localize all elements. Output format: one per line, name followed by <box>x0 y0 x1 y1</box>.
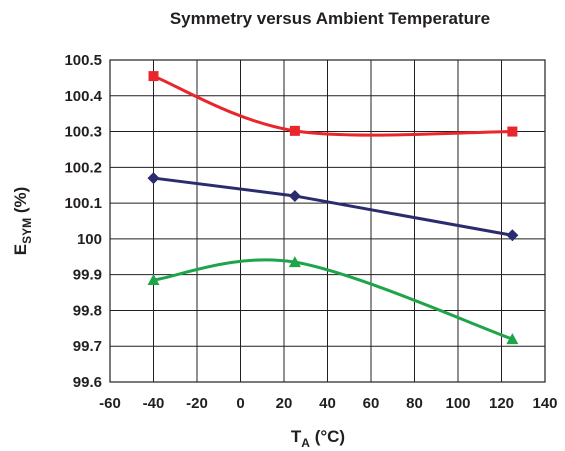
y-tick-label: 100 <box>77 231 102 248</box>
y-axis-label-rest: (%) <box>11 187 30 218</box>
series-line-1 <box>153 176 513 237</box>
data-point-square <box>148 71 159 82</box>
data-point-square <box>289 125 300 136</box>
x-tick-label: -60 <box>99 395 121 412</box>
data-point-triangle <box>147 274 160 286</box>
y-axis-label: ESYM (%) <box>11 187 34 256</box>
x-tick-label: 120 <box>489 395 514 412</box>
y-axis-label-sub: SYM <box>20 218 34 244</box>
series-layer <box>147 71 519 345</box>
y-ticks: 100.5 100.4 100.3 100.2 100.1 100 99.9 99.8 99.7… <box>64 52 102 391</box>
data-point-diamond <box>147 172 160 185</box>
y-tick-label: 100.3 <box>64 124 102 141</box>
y-tick-label: 100.4 <box>64 88 102 105</box>
y-tick-label: 99.6 <box>73 374 102 391</box>
x-tick-label: 60 <box>363 395 380 412</box>
y-tick-label: 99.9 <box>73 267 102 284</box>
y-tick-label: 100.2 <box>64 159 102 176</box>
grid <box>109 59 546 383</box>
x-tick-label: 100 <box>445 395 470 412</box>
x-axis-label-rest: (°C) <box>310 427 345 446</box>
y-axis-label-main: E <box>11 244 30 255</box>
x-tick-label: 140 <box>532 395 557 412</box>
x-tick-label: 20 <box>276 395 293 412</box>
data-point-diamond <box>288 189 301 202</box>
x-ticks: -60 -40 -20 0 20 40 60 80 100 120 140 <box>99 395 557 412</box>
data-point-triangle <box>506 333 519 345</box>
x-tick-label: 0 <box>236 395 244 412</box>
y-tick-label: 99.7 <box>73 338 102 355</box>
x-axis-label-main: T <box>291 427 302 446</box>
y-tick-label: 100.5 <box>64 52 102 69</box>
y-tick-label: 99.8 <box>73 302 102 319</box>
series-line-0 <box>152 74 513 137</box>
x-tick-label: -40 <box>143 395 165 412</box>
series-line-2 <box>153 258 513 341</box>
plot-frame <box>109 59 546 383</box>
chart-title: Symmetry versus Ambient Temperature <box>170 9 490 28</box>
y-tick-label: 100.1 <box>64 195 102 212</box>
x-axis-label-sub: A <box>301 436 310 450</box>
x-tick-label: 40 <box>319 395 336 412</box>
data-point-diamond <box>506 229 519 242</box>
x-tick-label: 80 <box>406 395 423 412</box>
data-point-triangle <box>288 256 301 268</box>
x-tick-label: -20 <box>186 395 208 412</box>
data-point-square <box>507 126 518 137</box>
x-axis-label: TA (°C) <box>291 427 345 450</box>
